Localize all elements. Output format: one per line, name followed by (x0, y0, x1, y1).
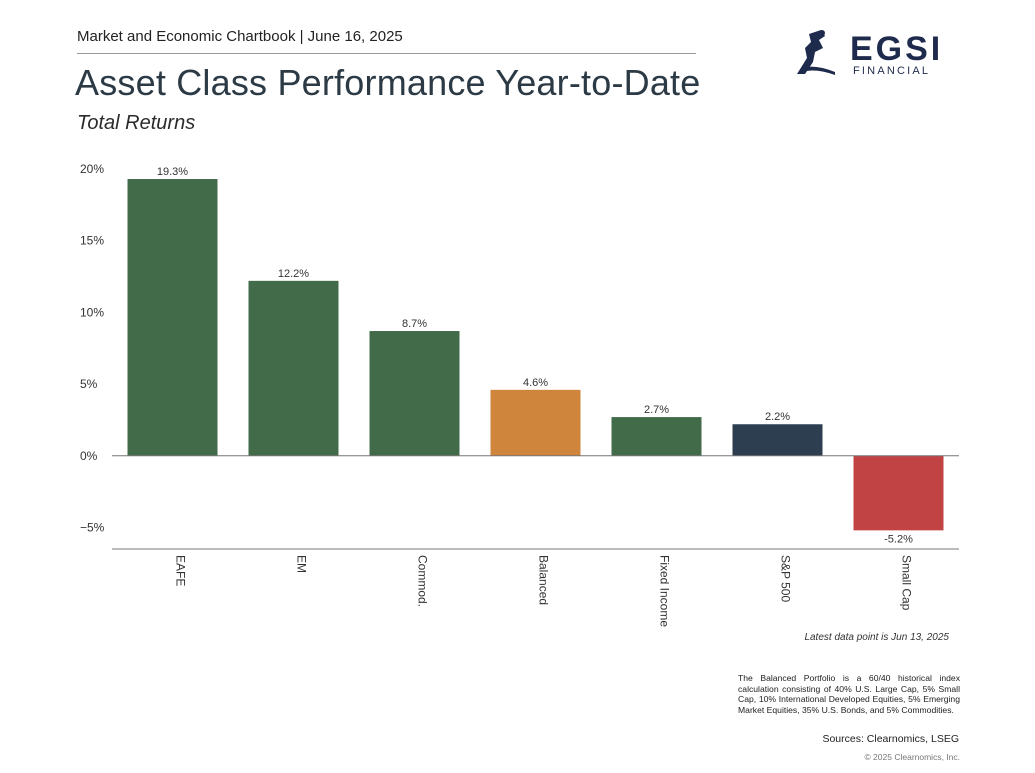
sources-note: Sources: Clearnomics, LSEG (822, 733, 959, 745)
company-logo: EGSI FINANCIAL (795, 28, 955, 80)
page-subtitle: Total Returns (77, 112, 196, 134)
x-tick-label: S&P 500 (779, 555, 793, 602)
y-tick-label: 15% (80, 234, 104, 248)
x-tick-label: Commod. (416, 555, 430, 607)
bar (732, 424, 823, 456)
bar (369, 331, 460, 456)
data-label: -5.2% (884, 533, 913, 545)
y-tick-label: 10% (80, 305, 104, 319)
bar (127, 179, 218, 456)
bar (611, 417, 702, 456)
bar (490, 389, 581, 456)
chartbook-header: Market and Economic Chartbook | June 16,… (77, 28, 403, 45)
x-tick-label: EAFE (174, 555, 188, 586)
egsi-emblem-icon (797, 30, 835, 75)
data-label: 4.6% (523, 377, 548, 389)
bar-chart: 20% 15% 10% 5% 0% −5% 19.3% EAFE 12.2% EM 8.7% Comm… (80, 162, 959, 627)
latest-data-note: Latest data point is Jun 13, 2025 (804, 632, 949, 643)
x-tick-label: Fixed Income (658, 555, 672, 627)
balanced-portfolio-footnote: The Balanced Portfolio is a 60/40 histor… (738, 673, 960, 715)
bar (853, 455, 944, 531)
copyright-note: © 2025 Clearnomics, Inc. (864, 752, 960, 762)
logo-wordmark: EGSI (850, 30, 944, 68)
bar (248, 280, 339, 456)
logo-subtitle: FINANCIAL (853, 65, 931, 77)
data-label: 2.2% (765, 411, 790, 423)
data-label: 8.7% (402, 318, 427, 330)
y-tick-label: −5% (80, 520, 105, 534)
header-divider (77, 53, 696, 54)
y-tick-label: 0% (80, 449, 98, 463)
x-tick-label: EM (295, 555, 309, 573)
data-label: 19.3% (157, 166, 188, 178)
data-label: 12.2% (278, 268, 309, 280)
x-tick-label: Balanced (537, 555, 551, 605)
data-label: 2.7% (644, 404, 669, 416)
y-tick-label: 20% (80, 162, 104, 176)
x-tick-label: Small Cap (900, 555, 914, 611)
page-title: Asset Class Performance Year-to-Date (75, 62, 701, 103)
y-tick-label: 5% (80, 377, 98, 391)
